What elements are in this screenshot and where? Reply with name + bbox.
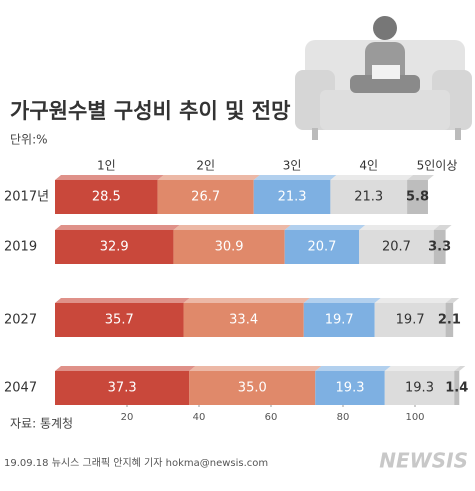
unit: 단위:% [10, 133, 48, 147]
bar-segment [55, 180, 158, 214]
bar-segment [359, 230, 434, 264]
bar-top [315, 366, 391, 371]
bar-segment [55, 303, 184, 337]
x-tick-label: 40 [193, 412, 206, 423]
bar-segment [407, 180, 428, 214]
bar-segment [330, 180, 408, 214]
category-label: 2017년 [4, 190, 49, 205]
bar-segment [454, 371, 460, 405]
value-label: 2.1 [438, 313, 461, 328]
value-label: 5.8 [406, 190, 429, 205]
credit: 19.09.18 뉴시스 그래픽 안지혜 기자 hokma@newsis.com [4, 457, 268, 469]
bar-top [384, 366, 461, 371]
legend-label: 1인 [97, 159, 116, 173]
bar-top [55, 175, 164, 180]
bar-top [157, 175, 260, 180]
bar-segment [315, 371, 385, 405]
value-label: 20.7 [307, 240, 336, 255]
illustration [295, 16, 472, 140]
value-label: 19.3 [336, 381, 365, 396]
bar-top [189, 366, 322, 371]
bar-top [55, 225, 180, 230]
bar-top [183, 298, 310, 303]
x-tick-label: 60 [265, 412, 278, 423]
chart-title: 가구원수별 구성비 추이 및 전망 [10, 99, 290, 123]
value-label: 28.5 [92, 190, 121, 205]
bar-segment [173, 230, 285, 264]
category-label: 2047 [4, 381, 37, 396]
bar-top [303, 298, 381, 303]
value-label: 19.7 [325, 313, 354, 328]
value-label: 26.7 [191, 190, 220, 205]
bar-top [374, 298, 452, 303]
value-label: 21.3 [278, 190, 307, 205]
value-label: 1.4 [445, 381, 468, 396]
bar-top [445, 298, 460, 303]
bar-top [330, 175, 414, 180]
watermark: NEWSIS [379, 449, 468, 473]
bar-top [55, 366, 196, 371]
value-label: 33.4 [229, 313, 258, 328]
value-label: 35.7 [105, 313, 134, 328]
bar-segment [445, 303, 454, 337]
bar-segment [55, 371, 190, 405]
value-label: 35.0 [238, 381, 267, 396]
bar-segment [433, 230, 446, 264]
bar-top [433, 225, 452, 230]
value-label: 21.3 [354, 190, 383, 205]
category-label: 2027 [4, 313, 37, 328]
bar-segment [157, 180, 254, 214]
bar-top [284, 225, 366, 230]
bar-top [173, 225, 291, 230]
x-tick-label: 100 [405, 412, 424, 423]
value-label: 3.3 [428, 240, 451, 255]
bar-top [359, 225, 440, 230]
bar-top [407, 175, 434, 180]
x-tick-label: 20 [121, 412, 134, 423]
bar-segment [303, 303, 375, 337]
value-label: 30.9 [215, 240, 244, 255]
legend-label: 3인 [283, 159, 302, 173]
legend-label: 2인 [196, 159, 215, 173]
source: 자료: 통계청 [10, 417, 73, 431]
x-tick-label: 80 [337, 412, 350, 423]
value-label: 19.3 [405, 381, 434, 396]
bar-segment [284, 230, 360, 264]
bar-segment [374, 303, 446, 337]
bar-segment [253, 180, 331, 214]
bar-segment [55, 230, 174, 264]
legend-label: 5인이상 [417, 159, 458, 173]
value-label: 37.3 [108, 381, 137, 396]
bar-top [253, 175, 337, 180]
bar-top [454, 366, 466, 371]
bar-segment [189, 371, 316, 405]
value-label: 19.7 [396, 313, 425, 328]
value-label: 32.9 [100, 240, 129, 255]
legend-label: 4인 [359, 159, 378, 173]
bar-top [55, 298, 190, 303]
bar-segment [384, 371, 455, 405]
category-label: 2019 [4, 240, 37, 255]
value-label: 20.7 [382, 240, 411, 255]
bar-segment [183, 303, 304, 337]
